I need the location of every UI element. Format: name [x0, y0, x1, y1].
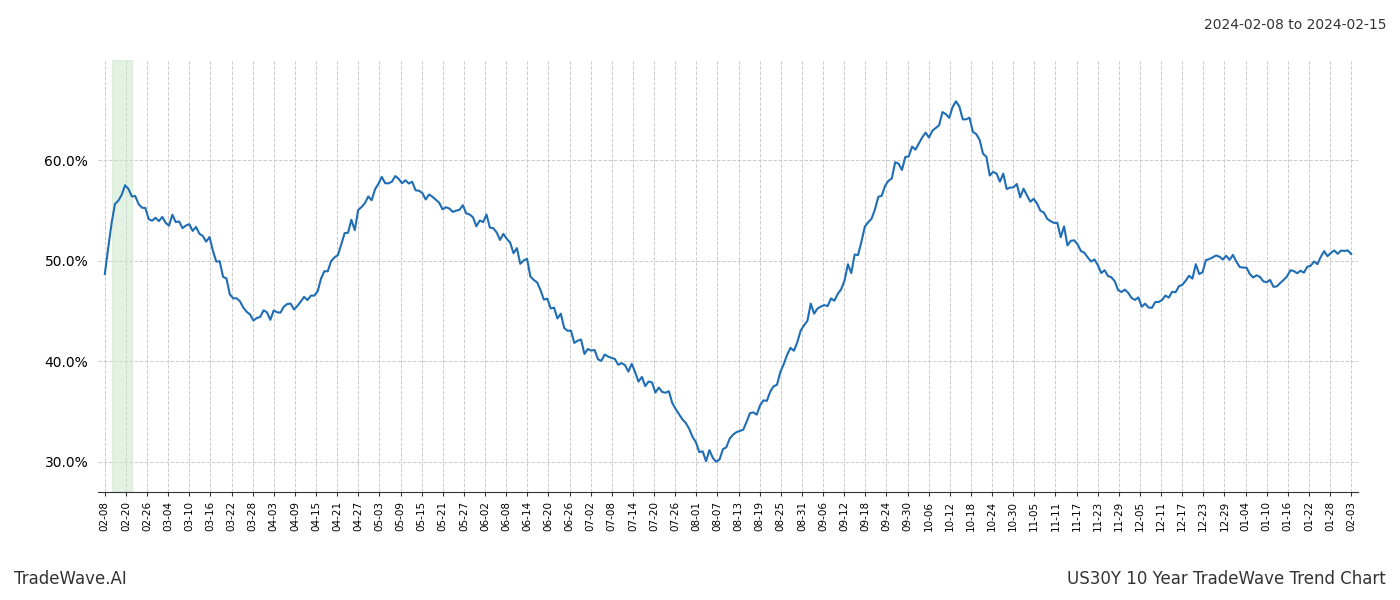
- Text: US30Y 10 Year TradeWave Trend Chart: US30Y 10 Year TradeWave Trend Chart: [1067, 570, 1386, 588]
- Text: TradeWave.AI: TradeWave.AI: [14, 570, 127, 588]
- Text: 2024-02-08 to 2024-02-15: 2024-02-08 to 2024-02-15: [1204, 18, 1386, 32]
- Bar: [112, 60, 132, 492]
